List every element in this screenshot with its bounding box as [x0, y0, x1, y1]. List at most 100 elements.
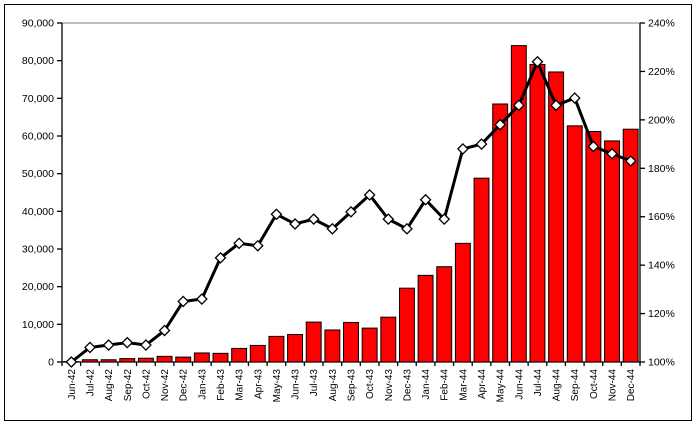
x-tick-label: Mar-44 [458, 369, 469, 401]
bar [529, 63, 546, 363]
y-left-tick-label: 70,000 [22, 93, 54, 105]
bar [119, 358, 136, 363]
bar [268, 335, 285, 363]
bar [585, 130, 602, 363]
bar [305, 321, 322, 363]
y-right-tick-label: 220% [648, 66, 675, 78]
trend-marker [270, 208, 283, 221]
trend-marker [345, 205, 357, 218]
x-tick-label: Nov-44 [608, 369, 619, 402]
y-right-tick-label: 160% [648, 211, 675, 223]
x-tick-label: Aug-43 [328, 369, 339, 402]
x-tick-label: Jul-42 [85, 369, 96, 397]
trend-marker [177, 295, 190, 308]
trend-marker [456, 142, 469, 155]
y-left-tick-label: 20,000 [22, 281, 54, 293]
x-tick-label: Aug-44 [552, 369, 563, 402]
trend-marker [121, 336, 134, 349]
x-tick-label: May-44 [496, 369, 507, 403]
x-tick-label: Nov-43 [384, 369, 395, 402]
x-tick-label: Mar-43 [235, 369, 246, 401]
trend-marker [289, 218, 301, 230]
x-tick-label: Nov-42 [160, 369, 171, 402]
bar [193, 352, 210, 363]
y-right-tick-label: 200% [648, 114, 675, 126]
x-tick-label: Dec-44 [626, 369, 637, 402]
bar [566, 125, 583, 363]
bar [175, 356, 192, 363]
trend-marker [102, 339, 115, 351]
x-tick-label: Jul-44 [533, 369, 544, 397]
x-tick-label: Apr-44 [477, 369, 488, 399]
bar [156, 355, 173, 363]
trend-marker [475, 138, 488, 150]
trend-marker [587, 140, 600, 153]
trend-marker [438, 213, 451, 226]
x-tick-label: Oct-44 [589, 369, 600, 399]
trend-marker [382, 213, 395, 226]
bar [454, 242, 471, 363]
y-left-tick-label: 80,000 [22, 55, 54, 67]
trend-marker [326, 222, 339, 235]
trend-marker [363, 189, 376, 201]
bar [137, 357, 154, 363]
bar [492, 103, 509, 363]
bar [548, 71, 565, 363]
trend-marker [568, 92, 581, 104]
x-tick-label: May-43 [272, 369, 283, 403]
trend-marker [139, 339, 152, 351]
bar [380, 316, 397, 363]
trend-marker [84, 341, 96, 354]
bar [100, 359, 117, 363]
x-tick-label: Jun-42 [67, 369, 78, 400]
trend-marker [233, 237, 246, 250]
bar [324, 329, 341, 363]
y-right-tick-label: 240% [648, 18, 675, 30]
bar [287, 334, 304, 363]
trend-marker [251, 239, 264, 252]
trend-marker [214, 251, 227, 264]
y-left-tick-label: 50,000 [22, 168, 54, 180]
bar [361, 327, 378, 363]
bar [82, 359, 98, 363]
y-right-tick-label: 140% [648, 260, 675, 272]
x-tick-label: Oct-42 [141, 369, 152, 399]
x-tick-label: Dec-42 [179, 369, 190, 402]
trend-marker [195, 293, 208, 305]
trend-marker [65, 356, 78, 368]
trend-marker [624, 155, 637, 167]
trend-marker [531, 55, 544, 68]
trend-marker [419, 193, 432, 206]
x-tick-label: Jun-43 [291, 369, 302, 400]
bar [212, 352, 229, 363]
trend-marker [401, 222, 413, 235]
y-left-tick-label: 30,000 [22, 244, 54, 256]
y-left-tick-label: 10,000 [22, 319, 54, 331]
trend-marker [307, 213, 320, 226]
x-tick-label: Feb-43 [216, 369, 227, 401]
y-right-tick-label: 120% [648, 308, 675, 320]
trend-marker [512, 99, 525, 112]
y-left-tick-label: 0 [48, 357, 54, 369]
y-left-tick-label: 60,000 [22, 131, 54, 143]
y-left-tick-label: 90,000 [22, 18, 54, 30]
x-tick-label: Apr-43 [253, 369, 264, 399]
trend-marker [494, 118, 507, 131]
x-tick-label: Jul-43 [309, 369, 320, 397]
bar [436, 266, 453, 363]
x-tick-label: Dec-43 [402, 369, 413, 402]
trend-marker [606, 147, 618, 160]
y-right-tick-label: 180% [648, 163, 675, 175]
x-tick-label: Feb-44 [440, 369, 451, 401]
trend-marker [158, 324, 171, 337]
bar [343, 321, 359, 363]
trend-marker [550, 99, 563, 112]
y-right-tick-label: 100% [648, 357, 675, 369]
x-tick-label: Oct-43 [365, 369, 376, 399]
bar [622, 128, 639, 363]
bar [510, 45, 527, 363]
x-tick-label: Jan-43 [197, 369, 208, 400]
bar [249, 344, 266, 363]
